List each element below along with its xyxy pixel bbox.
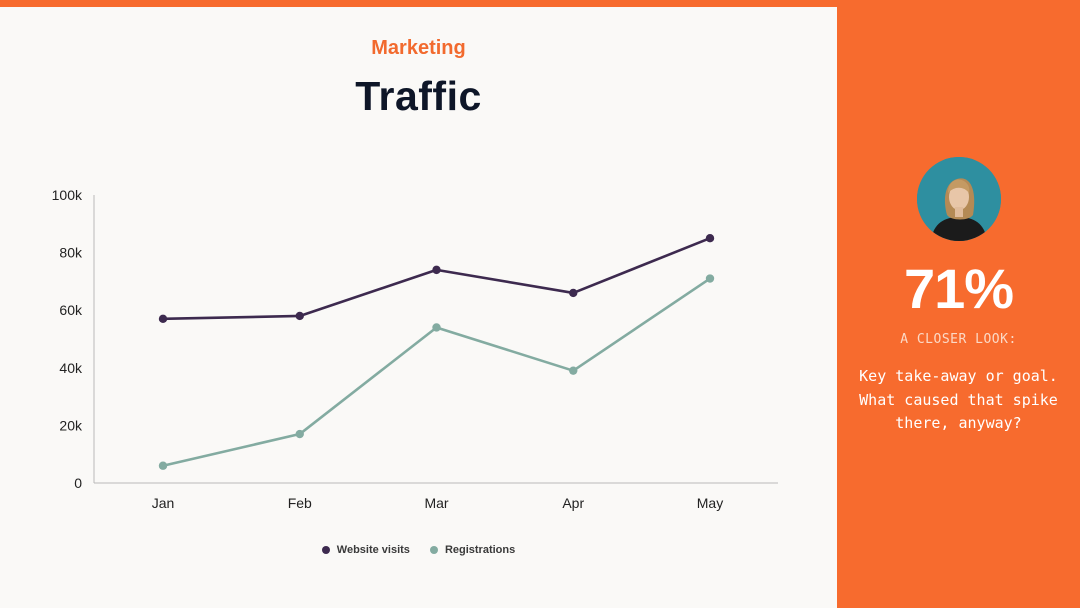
legend-dot-icon xyxy=(321,546,330,554)
legend-item: Registrations xyxy=(429,544,516,556)
person-portrait-icon xyxy=(917,157,1001,241)
legend-label: Registrations xyxy=(444,544,516,556)
data-point xyxy=(569,288,578,298)
x-tick-label: Feb xyxy=(288,495,312,511)
key-stat: 71% xyxy=(903,257,1014,320)
page-title: Traffic xyxy=(355,73,482,119)
data-point xyxy=(569,366,578,375)
chart-legend: Website visits Registrations xyxy=(0,544,837,556)
legend-item: Website visits xyxy=(321,544,410,556)
section-eyebrow: Marketing xyxy=(371,37,466,59)
data-point xyxy=(158,461,168,470)
data-point xyxy=(295,429,304,439)
data-point xyxy=(705,274,715,283)
kicker-label: A CLOSER LOOK: xyxy=(900,332,1017,347)
legend-label: Website visits xyxy=(336,544,410,556)
data-point xyxy=(432,265,441,275)
legend-dot-icon xyxy=(429,546,438,554)
data-point xyxy=(705,234,715,243)
x-tick-label: May xyxy=(697,495,723,511)
y-tick-label: 20k xyxy=(59,417,83,433)
x-tick-label: Apr xyxy=(562,495,584,511)
data-point xyxy=(158,314,168,324)
avatar xyxy=(917,157,1001,241)
x-tick-label: Jan xyxy=(152,495,175,511)
x-tick-label: Mar xyxy=(424,495,448,511)
line-chart: 0 20k 40k 60k 80k 100k Jan Feb Mar Apr May xyxy=(52,187,778,511)
y-tick-label: 0 xyxy=(74,475,82,491)
y-tick-label: 80k xyxy=(59,245,83,261)
y-tick-label: 60k xyxy=(59,302,83,318)
chart-panel: Marketing Traffic 0 20k 40k 60k 80k 100k Jan Fe… xyxy=(0,7,837,608)
takeaway-note: Key take-away or goal. What caused that … xyxy=(859,367,1058,432)
data-point xyxy=(295,311,304,321)
data-point xyxy=(432,323,441,332)
top-accent-bar xyxy=(0,0,837,7)
y-tick-label: 100k xyxy=(52,187,83,203)
series-line-2 xyxy=(162,277,711,467)
insight-sidebar: 71% A CLOSER LOOK: Key take-away or goal… xyxy=(837,0,1080,608)
series-line-1 xyxy=(162,236,711,321)
y-tick-label: 40k xyxy=(59,360,83,376)
